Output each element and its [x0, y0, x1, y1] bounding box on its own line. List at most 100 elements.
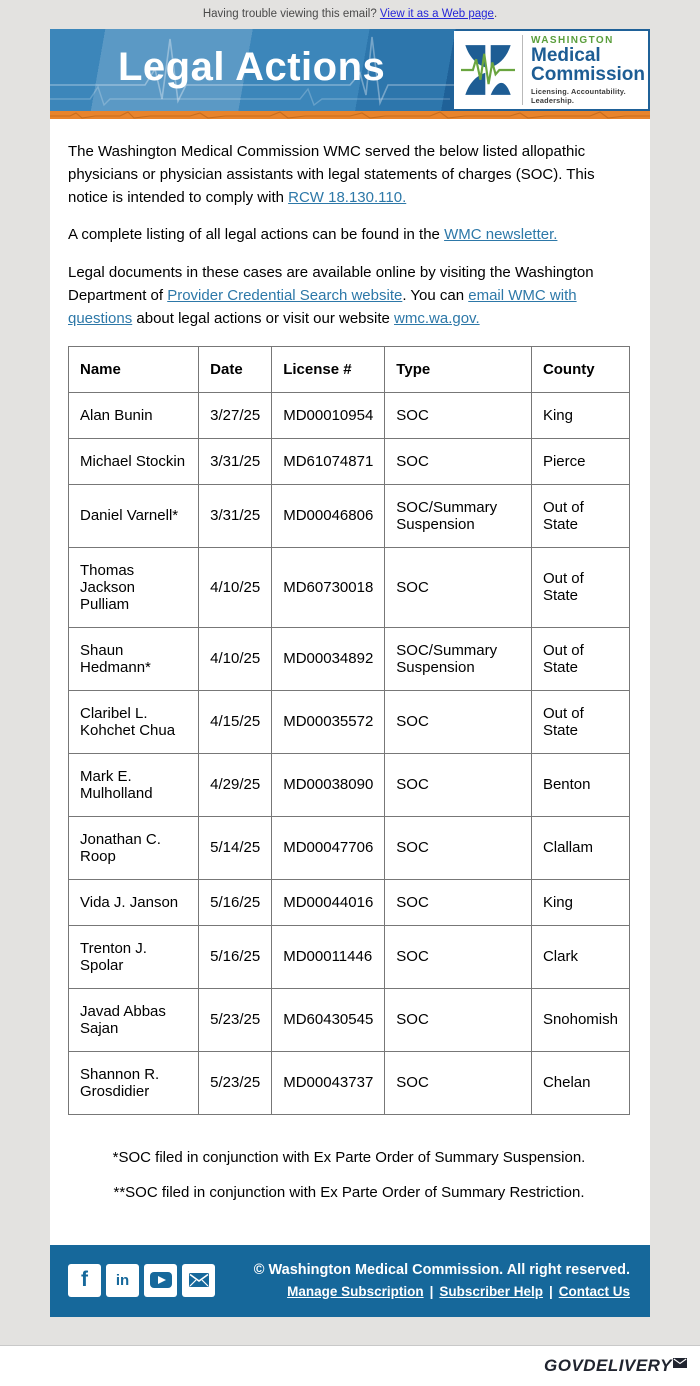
facebook-glyph: f: [81, 1268, 88, 1292]
govdelivery-logo[interactable]: govdelivery: [544, 1355, 687, 1376]
youtube-glyph: [149, 1272, 172, 1289]
cell-license: MD00047706: [271, 815, 386, 880]
column-header: County: [530, 345, 631, 393]
table-row: Michael Stockin 3/31/25 MD61074871 SOC P…: [67, 437, 631, 485]
footnotes: *SOC filed in conjunction with Ex Parte …: [68, 1149, 630, 1201]
column-header: Date: [198, 345, 273, 393]
facebook-icon[interactable]: f: [68, 1263, 101, 1297]
cell-date: 3/31/25: [198, 483, 273, 548]
youtube-icon[interactable]: [144, 1263, 177, 1297]
table-row: Jonathan C. Roop 5/14/25 MD00047706 SOC …: [67, 815, 631, 880]
email-wmc-link[interactable]: email WMC with questions: [68, 286, 577, 327]
logo-region-label: WASHINGTON: [531, 34, 614, 46]
table-row: Javad Abbas Sajan 5/23/25 MD60430545 SOC…: [67, 987, 631, 1052]
cell-name: Michael Stockin: [67, 437, 200, 485]
footer-link-separator: |: [548, 1283, 553, 1299]
documents-text-1: Legal documents in these cases are avail…: [68, 264, 594, 304]
documents-text-2: . You can: [402, 286, 469, 304]
cell-license: MD00034892: [271, 626, 386, 691]
cell-county: Chelan: [530, 1050, 631, 1115]
cell-county: Benton: [530, 752, 631, 817]
email-content: The Washington Medical Commission WMC se…: [50, 119, 650, 1245]
cell-license: MD00043737: [271, 1050, 386, 1115]
cell-type: SOC/Summary Suspension: [384, 626, 532, 691]
cell-name: Alan Bunin: [67, 391, 200, 439]
cell-name: Jonathan C. Roop: [67, 815, 200, 880]
linkedin-glyph: in: [115, 1271, 130, 1289]
wmc-logo-mark-icon: [461, 45, 515, 95]
cell-type: SOC: [384, 815, 532, 880]
cell-type: SOC: [384, 689, 532, 754]
footer-link[interactable]: Subscriber Help: [439, 1283, 543, 1299]
view-as-webpage-link[interactable]: View it as a Web page: [379, 8, 494, 20]
newsletter-text: A complete listing of all legal actions …: [68, 226, 445, 244]
wmc-logo-text: WASHINGTON Medical Commission Licensing.…: [522, 34, 645, 106]
footer-link[interactable]: Manage Subscription: [287, 1283, 424, 1299]
view-online-suffix: .: [493, 8, 498, 20]
cell-county: Out of State: [530, 626, 631, 691]
table-row: Trenton J. Spolar 5/16/25 MD00011446 SOC…: [67, 924, 631, 989]
cell-license: MD00046806: [271, 483, 386, 548]
cell-license: MD00035572: [271, 689, 386, 754]
cell-license: MD60730018: [271, 546, 386, 628]
footnote: **SOC filed in conjunction with Ex Parte…: [113, 1183, 585, 1201]
footer-link[interactable]: Contact Us: [558, 1283, 630, 1299]
provider-credential-search-link[interactable]: Provider Credential Search website: [167, 286, 403, 304]
table-row: Vida J. Janson 5/16/25 MD00044016 SOC Ki…: [67, 878, 631, 926]
cell-license: MD00038090: [271, 752, 386, 817]
table-header-row: Name Date License # Type County: [67, 345, 631, 393]
cell-county: Pierce: [530, 437, 631, 485]
cell-county: Out of State: [530, 689, 631, 754]
cell-county: Clark: [530, 924, 631, 989]
cell-date: 5/14/25: [198, 815, 273, 880]
footer-link-separator: |: [429, 1283, 434, 1299]
cell-type: SOC: [384, 546, 532, 628]
cell-name: Shaun Hedmann*: [67, 626, 200, 691]
ekg-line-decoration: [50, 36, 470, 107]
cell-county: Clallam: [530, 815, 631, 880]
cell-county: Out of State: [530, 483, 631, 548]
cell-name: Trenton J. Spolar: [67, 924, 200, 989]
documents-text-3: about legal actions or visit our website: [132, 309, 395, 327]
cell-name: Claribel L. Kohchet Chua: [67, 689, 200, 754]
table-row: Shannon R. Grosdidier 5/23/25 MD00043737…: [67, 1050, 631, 1115]
column-header: Name: [67, 345, 200, 393]
email-footer: f in © Washington Medical Commission. Al…: [50, 1244, 650, 1317]
copyright-text: © Washington Medical Commission. All rig…: [253, 1261, 630, 1278]
cell-license: MD60430545: [271, 987, 386, 1052]
cell-name: Thomas Jackson Pulliam: [67, 546, 200, 628]
cell-license: MD61074871: [271, 437, 386, 485]
view-online-bar: Having trouble viewing this email? View …: [0, 0, 700, 29]
cell-type: SOC/Summary Suspension: [384, 483, 532, 548]
orange-ekg-decoration: [50, 111, 650, 119]
table-row: Mark E. Mulholland 4/29/25 MD00038090 SO…: [67, 752, 631, 817]
cell-license: MD00044016: [271, 878, 386, 926]
rcw-link[interactable]: RCW 18.130.110.: [288, 188, 407, 206]
cell-name: Javad Abbas Sajan: [67, 987, 200, 1052]
cell-county: Out of State: [530, 546, 631, 628]
header-banner: Legal Actions WASHINGTON Medical Commiss…: [50, 29, 650, 119]
intro-text: The Washington Medical Commission WMC se…: [68, 143, 595, 206]
column-header: License #: [271, 345, 386, 393]
cell-county: King: [530, 878, 631, 926]
banner-orange-bar: [50, 111, 650, 119]
cell-type: SOC: [384, 987, 532, 1052]
cell-date: 5/23/25: [198, 987, 273, 1052]
cell-date: 5/23/25: [198, 1050, 273, 1115]
cell-county: Snohomish: [530, 987, 631, 1052]
cell-type: SOC: [384, 752, 532, 817]
linkedin-icon[interactable]: in: [106, 1263, 139, 1297]
logo-name-line1: Medical: [531, 44, 601, 66]
cell-type: SOC: [384, 924, 532, 989]
email-icon[interactable]: [182, 1263, 215, 1297]
logo-tagline: Licensing. Accountability. Leadership.: [531, 87, 626, 106]
cell-name: Shannon R. Grosdidier: [67, 1050, 200, 1115]
govdelivery-wordmark: govdelivery: [544, 1355, 672, 1375]
wmc-wa-gov-link[interactable]: wmc.wa.gov.: [394, 309, 480, 327]
cell-type: SOC: [384, 437, 532, 485]
table-row: Alan Bunin 3/27/25 MD00010954 SOC King: [67, 391, 631, 439]
wmc-newsletter-link[interactable]: WMC newsletter.: [444, 226, 558, 244]
govdelivery-strip: govdelivery: [0, 1344, 700, 1386]
cell-date: 3/31/25: [198, 437, 273, 485]
cell-license: MD00010954: [271, 391, 386, 439]
